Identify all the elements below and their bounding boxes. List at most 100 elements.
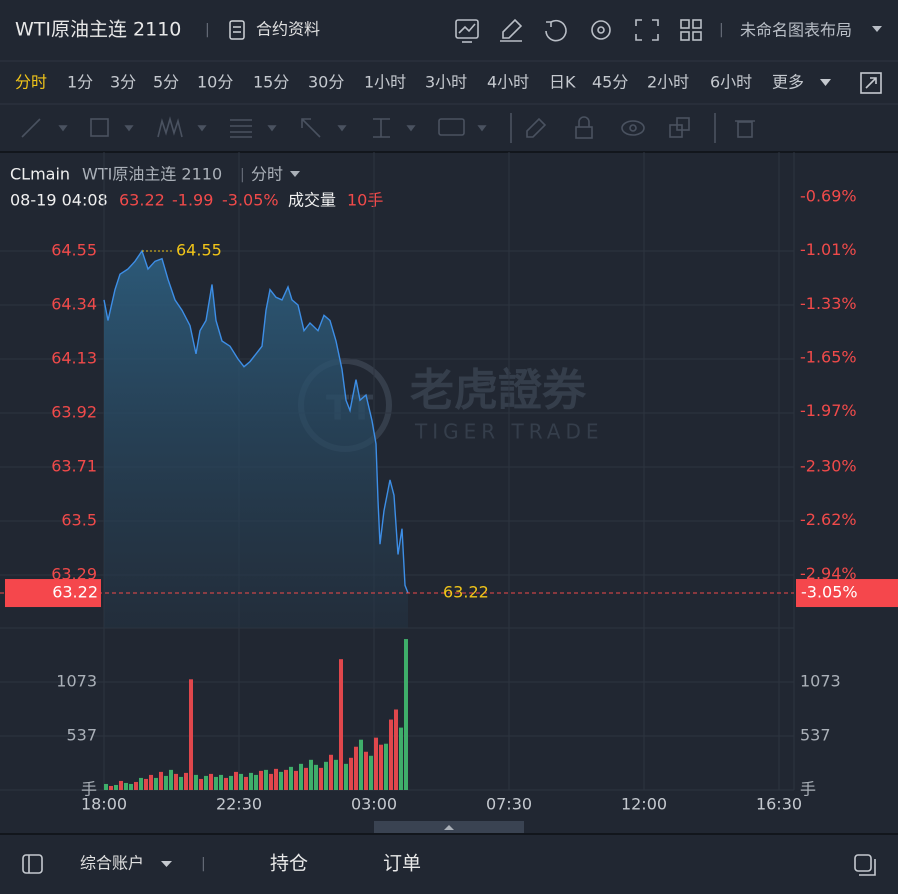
last-price-label: 63.22 — [52, 583, 98, 602]
volume-bar — [169, 769, 173, 790]
separator: | — [240, 167, 245, 183]
dropdown-arrow — [161, 861, 172, 867]
fullscreen-icon[interactable] — [635, 19, 659, 41]
quote-time: 08-19 04:08 — [10, 191, 108, 210]
draw-icon[interactable] — [500, 18, 523, 42]
quote-change-pct: -3.05% — [222, 191, 279, 210]
high-label: 64.55 — [176, 241, 222, 260]
timeframe-button[interactable]: 3小时 — [425, 73, 467, 92]
x-tick-label: 07:30 — [486, 795, 532, 814]
timeframe-button[interactable]: 分时 — [15, 73, 47, 92]
volume-tick-label: 手 — [81, 780, 97, 799]
separator: | — [201, 856, 206, 872]
volume-bar — [164, 775, 168, 790]
timeframe-button[interactable]: 1小时 — [364, 73, 406, 92]
expand-icon[interactable] — [860, 72, 882, 94]
volume-bar — [269, 773, 273, 790]
volume-bar — [289, 766, 293, 790]
volume-bar — [199, 778, 203, 790]
volume-tick-label: 1073 — [800, 672, 841, 691]
timeframe-button[interactable]: 30分 — [308, 73, 344, 92]
volume-bar — [114, 784, 118, 790]
settings-icon[interactable] — [591, 20, 611, 40]
volume-bar — [364, 751, 368, 790]
volume-bar — [299, 763, 303, 790]
volume-bar — [374, 737, 378, 790]
volume-bar — [314, 764, 318, 790]
volume-bar — [179, 776, 183, 790]
y-tick-label: 64.55 — [51, 241, 97, 260]
volume-bar — [129, 783, 133, 790]
y2-tick-label: -1.33% — [800, 294, 857, 313]
dropdown-arrow — [872, 26, 882, 32]
volume-bar — [229, 775, 233, 790]
panel-icon[interactable] — [22, 854, 43, 874]
volume-bar — [404, 639, 408, 790]
timeframe-button[interactable]: 45分 — [592, 73, 628, 92]
volume-bar — [324, 761, 328, 790]
volume-bar — [254, 774, 258, 790]
volume-bar — [329, 754, 333, 790]
positions-tab[interactable]: 持仓 — [270, 853, 308, 875]
price-area — [104, 251, 408, 628]
window-icon[interactable] — [854, 854, 876, 876]
volume-bar — [349, 757, 353, 790]
volume-bar — [389, 719, 393, 790]
doc-icon[interactable] — [229, 20, 245, 40]
dropdown-arrow — [290, 171, 300, 177]
contract-info[interactable]: 合约资料 — [256, 20, 320, 39]
volume-bar — [264, 769, 268, 790]
header-tools — [455, 18, 702, 43]
volume-label: 成交量 — [288, 191, 336, 210]
account[interactable]: 综合账户 — [80, 854, 144, 873]
timeframe-button[interactable]: 15分 — [253, 73, 289, 92]
volume-bar — [259, 770, 263, 790]
reset-icon[interactable] — [545, 19, 567, 42]
volume-tick-label: 537 — [800, 725, 831, 744]
y-tick-label: 64.34 — [51, 295, 97, 314]
x-tick-label: 22:30 — [216, 795, 262, 814]
volume-bar — [304, 767, 308, 790]
y2-tick-label: -1.01% — [800, 240, 857, 259]
volume-bar — [239, 773, 243, 790]
quote-change: -1.99 — [172, 191, 213, 210]
layout-name[interactable]: 未命名图表布局 — [740, 21, 852, 40]
separator: | — [719, 22, 724, 38]
volume-bar — [194, 774, 198, 790]
volume-bar — [334, 759, 338, 790]
drawing-tools — [21, 113, 755, 143]
timeframe-button[interactable]: 更多 — [772, 73, 804, 92]
timeframe-button[interactable]: 3分 — [110, 73, 136, 92]
orders-tab[interactable]: 订单 — [383, 853, 421, 875]
y-tick-label: 63.92 — [51, 403, 97, 422]
y-tick-label: 64.13 — [51, 349, 97, 368]
chart-mode[interactable]: 分时 — [251, 165, 283, 184]
volume-bar — [134, 781, 138, 790]
volume-tick-label: 1073 — [56, 672, 97, 691]
y2-tick-label: -1.97% — [800, 401, 857, 420]
volume-bar — [309, 759, 313, 790]
price-line — [103, 249, 409, 594]
layout-icon[interactable] — [680, 19, 702, 41]
volume-tick-label: 537 — [66, 725, 97, 744]
timeframe-button[interactable]: 4小时 — [487, 73, 529, 92]
volume-bar — [274, 768, 278, 790]
y2-tick-label: -2.94% — [800, 564, 857, 583]
volume-bar — [399, 727, 403, 790]
volume-bar — [109, 785, 113, 790]
timeframe-button[interactable]: 10分 — [197, 73, 233, 92]
timeframe-button[interactable]: 5分 — [153, 73, 179, 92]
timeframe-button[interactable]: 2小时 — [647, 73, 689, 92]
volume-bar — [244, 776, 248, 790]
timeframe-button[interactable]: 6小时 — [710, 73, 752, 92]
volume-bar — [354, 746, 358, 790]
last-price-box — [5, 579, 101, 608]
timeframe-button[interactable]: 日K — [549, 73, 576, 92]
volume-bar — [154, 777, 158, 790]
timeframe-button[interactable]: 1分 — [67, 73, 93, 92]
indicator-icon[interactable] — [455, 19, 479, 43]
y2-tick-label: -1.65% — [800, 348, 857, 367]
separator: | — [205, 22, 210, 38]
volume-bar — [204, 775, 208, 790]
